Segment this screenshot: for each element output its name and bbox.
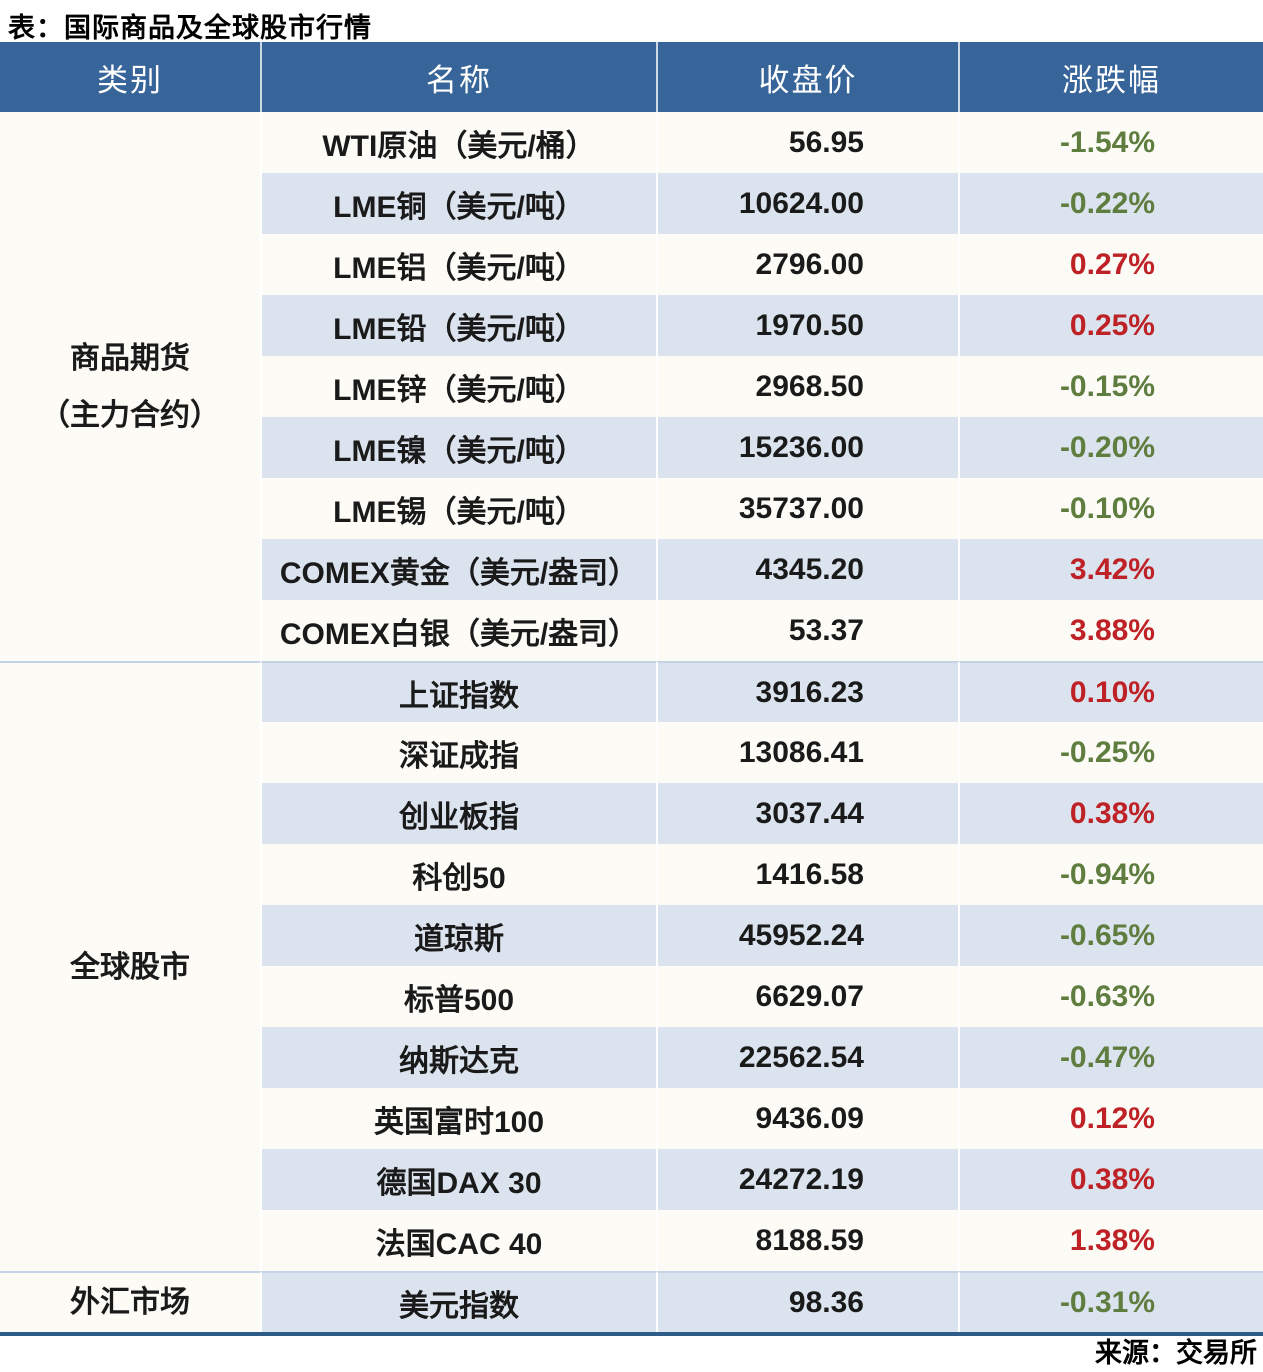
close-price-cell: 15236.00 bbox=[656, 417, 958, 478]
change-pct-cell: -0.20% bbox=[958, 417, 1263, 478]
change-pct-cell: -0.10% bbox=[958, 478, 1263, 539]
instrument-name-cell: LME铅（美元/吨） bbox=[260, 295, 656, 356]
instrument-name-cell: 英国富时100 bbox=[260, 1088, 656, 1149]
instrument-name-cell: 科创50 bbox=[260, 844, 656, 905]
close-price-cell: 98.36 bbox=[656, 1271, 958, 1332]
instrument-name-cell: 上证指数 bbox=[260, 661, 656, 722]
close-price-cell: 1416.58 bbox=[656, 844, 958, 905]
change-pct-cell: -1.54% bbox=[958, 112, 1263, 173]
page-title: 表：国际商品及全球股市行情 bbox=[8, 13, 372, 43]
close-price-cell: 13086.41 bbox=[656, 722, 958, 783]
close-price-cell: 4345.20 bbox=[656, 539, 958, 600]
close-price-cell: 45952.24 bbox=[656, 905, 958, 966]
change-pct-cell: -0.47% bbox=[958, 1027, 1263, 1088]
change-pct-cell: -0.94% bbox=[958, 844, 1263, 905]
category-label-line: 商品期货 bbox=[70, 341, 190, 375]
instrument-name-cell: 标普500 bbox=[260, 966, 656, 1027]
category-cell: 全球股市 bbox=[0, 661, 260, 1271]
instrument-name-cell: LME铝（美元/吨） bbox=[260, 234, 656, 295]
col-header-name: 名称 bbox=[260, 42, 656, 112]
instrument-name-cell: WTI原油（美元/桶） bbox=[260, 112, 656, 173]
change-pct-cell: 3.42% bbox=[958, 539, 1263, 600]
instrument-name-cell: LME铜（美元/吨） bbox=[260, 173, 656, 234]
change-pct-cell: -0.63% bbox=[958, 966, 1263, 1027]
instrument-name-cell: 法国CAC 40 bbox=[260, 1210, 656, 1271]
change-pct-cell: -0.15% bbox=[958, 356, 1263, 417]
instrument-name-cell: 深证成指 bbox=[260, 722, 656, 783]
instrument-name-cell: 纳斯达克 bbox=[260, 1027, 656, 1088]
instrument-name-cell: 创业板指 bbox=[260, 783, 656, 844]
change-pct-cell: -0.22% bbox=[958, 173, 1263, 234]
category-label-line: 全球股市 bbox=[70, 950, 190, 984]
close-price-cell: 6629.07 bbox=[656, 966, 958, 1027]
instrument-name-cell: LME镍（美元/吨） bbox=[260, 417, 656, 478]
col-header-category: 类别 bbox=[0, 42, 260, 112]
instrument-name-cell: LME锌（美元/吨） bbox=[260, 356, 656, 417]
market-table: 类别 名称 收盘价 涨跌幅 商品期货 （主力合约） 全球股市外汇市场 WTI原油（美元… bbox=[0, 42, 1263, 1336]
instrument-name-cell: 美元指数 bbox=[260, 1271, 656, 1332]
close-price-cell: 3037.44 bbox=[656, 783, 958, 844]
category-label-line: 外汇市场 bbox=[70, 1286, 190, 1319]
category-cell: 外汇市场 bbox=[0, 1271, 260, 1332]
instrument-name-cell: LME锡（美元/吨） bbox=[260, 478, 656, 539]
close-price-cell: 35737.00 bbox=[656, 478, 958, 539]
change-pct-cell: 0.27% bbox=[958, 234, 1263, 295]
close-price-cell: 56.95 bbox=[656, 112, 958, 173]
instrument-name-cell: COMEX白银（美元/盎司） bbox=[260, 600, 656, 661]
col-header-change: 涨跌幅 bbox=[958, 42, 1263, 112]
change-pct-cell: -0.31% bbox=[958, 1271, 1263, 1332]
change-pct-cell: 0.10% bbox=[958, 661, 1263, 722]
instrument-name-cell: 德国DAX 30 bbox=[260, 1149, 656, 1210]
close-price-cell: 3916.23 bbox=[656, 661, 958, 722]
category-label-line: （主力合约） bbox=[40, 398, 220, 432]
close-price-cell: 10624.00 bbox=[656, 173, 958, 234]
close-price-cell: 24272.19 bbox=[656, 1149, 958, 1210]
change-pct-cell: 3.88% bbox=[958, 600, 1263, 661]
change-pct-cell: 0.38% bbox=[958, 783, 1263, 844]
change-pct-cell: 0.12% bbox=[958, 1088, 1263, 1149]
change-pct-cell: 0.38% bbox=[958, 1149, 1263, 1210]
close-price-cell: 9436.09 bbox=[656, 1088, 958, 1149]
close-price-cell: 53.37 bbox=[656, 600, 958, 661]
change-pct-cell: -0.25% bbox=[958, 722, 1263, 783]
instrument-name-cell: 道琼斯 bbox=[260, 905, 656, 966]
source-note: 来源：交易所 bbox=[1095, 1338, 1257, 1368]
category-cell: 商品期货 （主力合约） bbox=[0, 112, 260, 661]
close-price-cell: 2796.00 bbox=[656, 234, 958, 295]
col-header-close: 收盘价 bbox=[656, 42, 958, 112]
close-price-cell: 8188.59 bbox=[656, 1210, 958, 1271]
change-pct-cell: 0.25% bbox=[958, 295, 1263, 356]
instrument-name-cell: COMEX黄金（美元/盎司） bbox=[260, 539, 656, 600]
change-pct-cell: 1.38% bbox=[958, 1210, 1263, 1271]
close-price-cell: 22562.54 bbox=[656, 1027, 958, 1088]
close-price-cell: 2968.50 bbox=[656, 356, 958, 417]
close-price-cell: 1970.50 bbox=[656, 295, 958, 356]
change-pct-cell: -0.65% bbox=[958, 905, 1263, 966]
